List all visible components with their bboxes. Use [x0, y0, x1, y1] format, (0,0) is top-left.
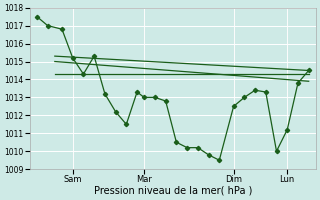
X-axis label: Pression niveau de la mer( hPa ): Pression niveau de la mer( hPa ) — [94, 186, 252, 196]
